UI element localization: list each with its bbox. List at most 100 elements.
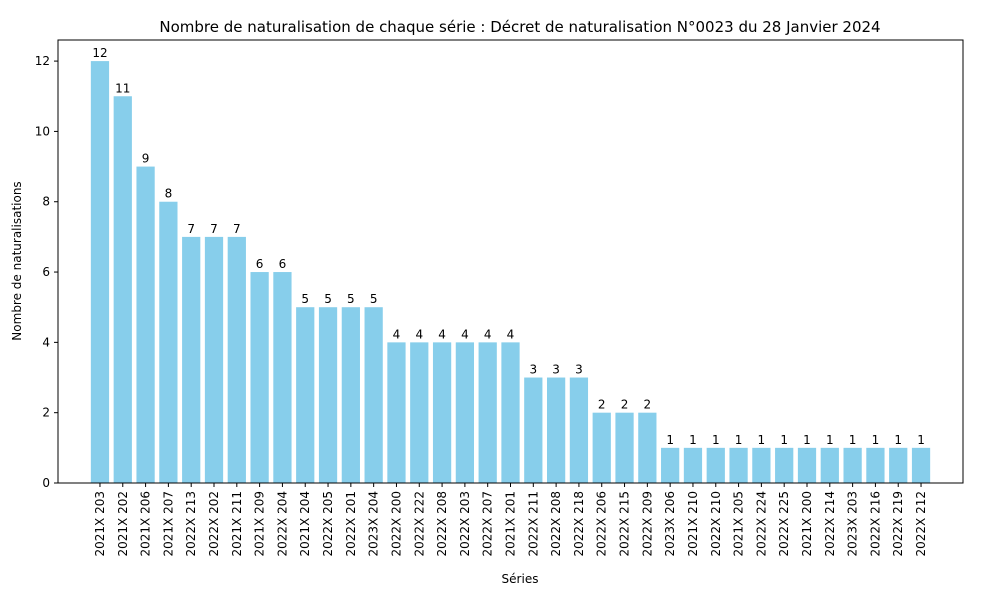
bar-value-label: 2	[621, 398, 629, 412]
x-tick-label: 2023X 206	[663, 491, 677, 556]
bars-group	[90, 61, 931, 484]
bar	[524, 377, 543, 483]
x-tick-label: 2022X 206	[595, 491, 609, 556]
bar	[775, 447, 794, 483]
bar-value-label: 6	[279, 257, 287, 271]
bar	[341, 307, 360, 483]
bar-value-label: 1	[735, 433, 743, 447]
bar	[204, 236, 224, 483]
bar-value-label: 11	[115, 81, 130, 95]
bar-value-label: 4	[461, 327, 469, 341]
bar	[889, 447, 908, 483]
y-tick-label: 6	[42, 265, 50, 279]
y-tick-label: 8	[42, 195, 50, 209]
x-tick-label: 2022X 200	[389, 491, 403, 556]
bar-value-label: 1	[872, 433, 880, 447]
bar-value-label: 2	[644, 398, 652, 412]
x-tick-label: 2022X 214	[823, 491, 837, 556]
bar	[546, 377, 566, 483]
bar	[159, 201, 178, 483]
x-tick-label: 2022X 210	[709, 491, 723, 556]
x-tick-label: 2021X 201	[504, 491, 518, 556]
bar	[569, 377, 589, 483]
y-tick-label: 0	[42, 476, 50, 490]
bar-value-label: 1	[689, 433, 697, 447]
x-tick-label: 2022X 218	[572, 491, 586, 556]
bar	[797, 447, 817, 483]
bar-value-label: 4	[507, 327, 515, 341]
bar	[90, 61, 110, 483]
x-tick-label: 2022X 208	[549, 491, 563, 556]
bar	[752, 447, 771, 483]
bar-value-label: 1	[780, 433, 788, 447]
bar-value-label: 2	[598, 398, 606, 412]
y-tick-label: 12	[35, 54, 50, 68]
bar-value-label: 1	[917, 433, 925, 447]
bar	[911, 447, 931, 483]
x-tick-label: 2022X 208	[435, 491, 449, 556]
bar	[478, 342, 497, 483]
x-tick-label: 2022X 201	[344, 491, 358, 556]
x-axis-label: Séries	[502, 572, 539, 586]
bar	[592, 412, 611, 483]
x-tick-label: 2021X 207	[161, 491, 175, 556]
bar-value-label: 1	[849, 433, 857, 447]
bar-value-label: 5	[347, 292, 355, 306]
x-tick-label: 2022X 211	[526, 491, 540, 556]
bar	[729, 447, 748, 483]
bar-value-label: 5	[370, 292, 378, 306]
bar-value-label: 4	[438, 327, 446, 341]
x-tick-label: 2022X 209	[640, 491, 654, 556]
x-axis-ticks: 2021X 203 2021X 202 2021X 206 2021X 207 2022…	[93, 483, 928, 556]
x-tick-label: 2021X 203	[93, 491, 107, 556]
x-tick-label: 2022X 207	[481, 491, 495, 556]
chart-title: Nombre de naturalisation de chaque série…	[159, 18, 880, 36]
x-tick-label: 2022X 222	[412, 491, 426, 556]
x-tick-label: 2022X 225	[777, 491, 791, 556]
x-tick-label: 2022X 224	[754, 491, 768, 556]
x-tick-label: 2022X 205	[321, 491, 335, 556]
bar-value-label: 4	[393, 327, 401, 341]
x-tick-label: 2022X 213	[184, 491, 198, 556]
bar-value-label: 5	[301, 292, 309, 306]
bar	[683, 447, 703, 483]
x-tick-label: 2021X 204	[298, 491, 312, 556]
bar-value-label: 7	[187, 222, 195, 236]
bar-value-label: 8	[165, 187, 173, 201]
plot-frame	[57, 39, 964, 484]
y-tick-label: 10	[35, 124, 50, 138]
bar-value-label: 12	[92, 46, 107, 60]
bar-value-label: 6	[256, 257, 264, 271]
x-tick-label: 2022X 219	[891, 491, 905, 556]
x-tick-label: 2021X 202	[116, 491, 130, 556]
bar-value-label: 5	[324, 292, 332, 306]
bar-value-label: 1	[758, 433, 766, 447]
x-tick-label: 2022X 204	[275, 491, 289, 556]
bar-value-label: 4	[415, 327, 423, 341]
bar	[615, 412, 634, 483]
bar	[706, 447, 725, 483]
bar	[250, 272, 269, 483]
bar	[136, 166, 155, 484]
bar	[866, 447, 885, 483]
y-axis-ticks: 0 2 4 6 8 10 12	[35, 54, 58, 490]
bar	[296, 307, 315, 483]
bar-value-label: 3	[552, 363, 560, 377]
bar-value-label: 1	[666, 433, 674, 447]
x-tick-label: 2022X 202	[207, 491, 221, 556]
bar-value-label: 3	[529, 363, 537, 377]
x-tick-label: 2021X 209	[253, 491, 267, 556]
bar	[387, 342, 406, 483]
bar	[364, 307, 383, 483]
bar	[113, 96, 132, 483]
bar	[318, 307, 338, 483]
bar	[661, 447, 680, 483]
bar	[410, 342, 429, 483]
x-tick-label: 2021X 205	[732, 491, 746, 556]
bar-value-label: 7	[210, 222, 218, 236]
x-tick-label: 2023X 204	[367, 491, 381, 556]
bar-value-label: 1	[803, 433, 811, 447]
x-tick-label: 2021X 200	[800, 491, 814, 556]
